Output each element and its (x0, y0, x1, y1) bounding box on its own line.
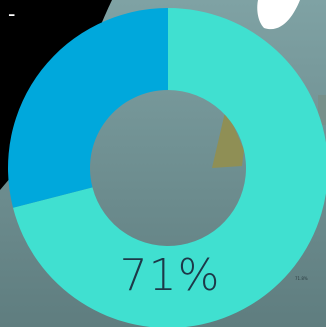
donut-slices (7, 8, 326, 327)
olive-patch-shape (212, 108, 244, 168)
small-mark-text: 71.8% (295, 276, 308, 281)
corner-glyph-dash: - (8, 2, 16, 27)
donut-slice-2 (7, 8, 168, 208)
donut-slice-1 (13, 8, 326, 327)
percent-label: 71% (119, 250, 221, 301)
white-blob-shape (257, 0, 300, 30)
